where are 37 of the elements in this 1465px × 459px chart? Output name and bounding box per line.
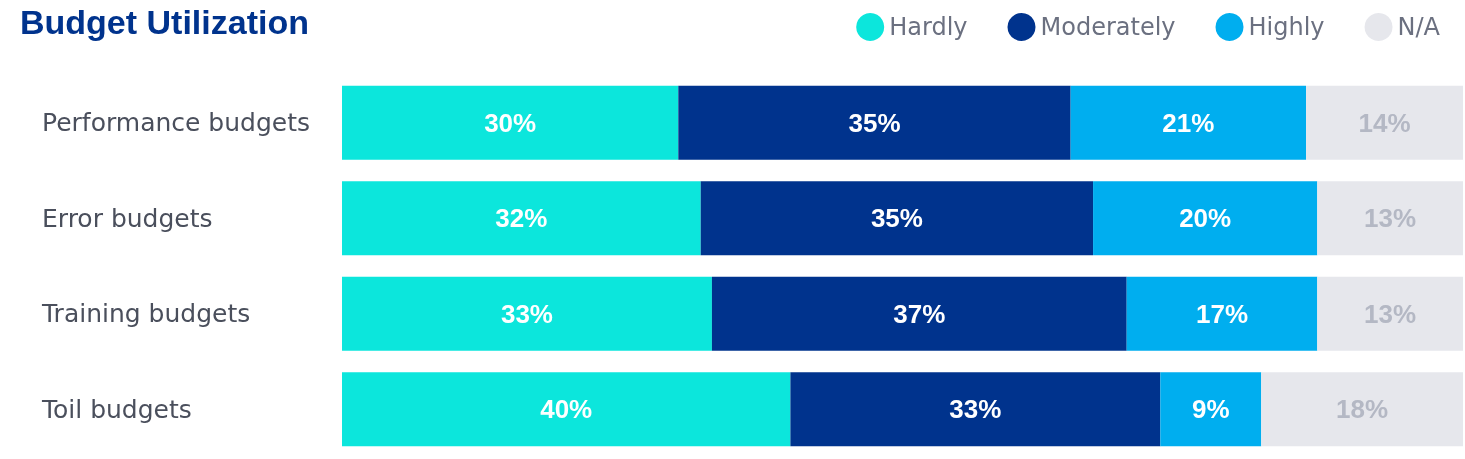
- data-label: 20%: [1179, 203, 1232, 234]
- data-label: 21%: [1162, 107, 1215, 138]
- bar: [700, 181, 1094, 256]
- legend-label: N/A: [1397, 13, 1441, 41]
- data-label: 30%: [484, 107, 537, 138]
- legend-label: Hardly: [889, 13, 968, 41]
- bar: [342, 276, 712, 351]
- bar: [1093, 181, 1318, 256]
- bar: [342, 372, 791, 447]
- chart-title: Budget Utilization: [20, 3, 309, 41]
- legend-label: Moderately: [1040, 13, 1176, 41]
- bar: [711, 276, 1127, 351]
- y-tick-label: Performance budgets: [42, 108, 311, 138]
- bar: [1317, 181, 1463, 256]
- bar: [1317, 276, 1463, 351]
- bar: [678, 85, 1071, 160]
- bar: [1261, 372, 1463, 447]
- data-label: 33%: [949, 394, 1002, 425]
- y-tick-label: Training budgets: [41, 299, 251, 329]
- data-label: 9%: [1191, 394, 1230, 425]
- bar: [342, 85, 679, 160]
- data-label: 35%: [848, 107, 901, 138]
- bar: [1126, 276, 1318, 351]
- data-label: 33%: [500, 298, 553, 329]
- y-tick-label: Toil budgets: [41, 394, 192, 424]
- data-label: 32%: [495, 203, 548, 234]
- data-label: 37%: [893, 298, 946, 329]
- bar: [790, 372, 1161, 447]
- y-tick-label: Error budgets: [42, 203, 213, 233]
- bar: [342, 181, 701, 256]
- data-label: 40%: [540, 394, 593, 425]
- bar: [1160, 372, 1262, 447]
- data-label: 17%: [1195, 298, 1249, 329]
- data-label: 35%: [870, 203, 923, 234]
- legend-label: Highly: [1248, 13, 1325, 41]
- bar: [1070, 85, 1307, 160]
- bar: [1306, 85, 1463, 160]
